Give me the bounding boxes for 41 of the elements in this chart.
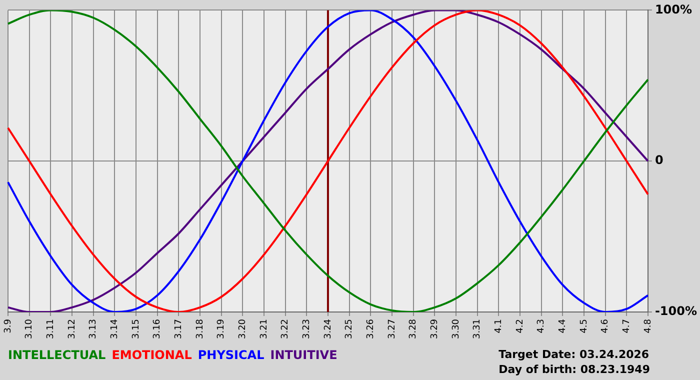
x-tick-label: 4.1 bbox=[494, 318, 504, 334]
x-tick-label: 3.17 bbox=[174, 318, 184, 340]
x-tick-label: 4.7 bbox=[622, 318, 632, 334]
x-tick-label: 3.12 bbox=[67, 318, 78, 340]
x-tick-label: 3.24 bbox=[323, 318, 334, 340]
x-tick-label: 3.19 bbox=[216, 318, 227, 340]
x-tick-label: 3.13 bbox=[88, 318, 99, 340]
x-tick-label: 3.26 bbox=[366, 318, 376, 340]
x-tick-label: 3.15 bbox=[131, 318, 142, 340]
y-tick-label: 0 bbox=[654, 153, 664, 168]
text: PHYSICAL bbox=[198, 348, 264, 362]
x-tick-label: 3.23 bbox=[302, 318, 312, 340]
x-tick-label: 3.14 bbox=[110, 318, 120, 340]
text: EMOTIONAL bbox=[112, 348, 192, 362]
text: Target Date: 03.24.2026 bbox=[498, 347, 650, 362]
x-tick-label: 3.27 bbox=[387, 318, 398, 340]
line-series bbox=[7, 10, 649, 312]
x-tick-label: 3.9 bbox=[3, 318, 14, 334]
x-tick-label: 3.31 bbox=[472, 318, 483, 340]
x-tick-label: 3.18 bbox=[195, 318, 206, 340]
x-tick-label: 3.16 bbox=[152, 318, 163, 340]
x-tick-label: 3.25 bbox=[344, 318, 355, 340]
x-tick-label: 3.28 bbox=[408, 318, 419, 340]
y-tick-label: -100% bbox=[654, 304, 698, 318]
y-tick-label: 100% bbox=[654, 2, 692, 16]
x-tick-label: 4.6 bbox=[600, 318, 611, 334]
x-tick-label: 4.3 bbox=[536, 318, 547, 334]
x-tick-label: 3.11 bbox=[46, 318, 56, 340]
x-tick-label: 3.21 bbox=[259, 318, 270, 340]
x-tick-label: 3.20 bbox=[238, 318, 248, 340]
x-tick-label: 3.22 bbox=[280, 318, 291, 340]
x-tick-label: 4.5 bbox=[579, 318, 590, 334]
text: INTELLECTUAL bbox=[8, 348, 106, 362]
x-tick-label: 3.30 bbox=[451, 318, 462, 340]
x-tick-label: 4.2 bbox=[515, 318, 526, 334]
text: INTUITIVE bbox=[270, 348, 338, 362]
x-tick-label: 3.29 bbox=[430, 318, 440, 340]
text: Day of birth: 08.23.1949 bbox=[498, 362, 650, 377]
x-tick-label: 4.8 bbox=[643, 318, 654, 334]
x-tick-label: 4.4 bbox=[558, 318, 568, 334]
x-tick-label: 3.10 bbox=[24, 318, 35, 340]
